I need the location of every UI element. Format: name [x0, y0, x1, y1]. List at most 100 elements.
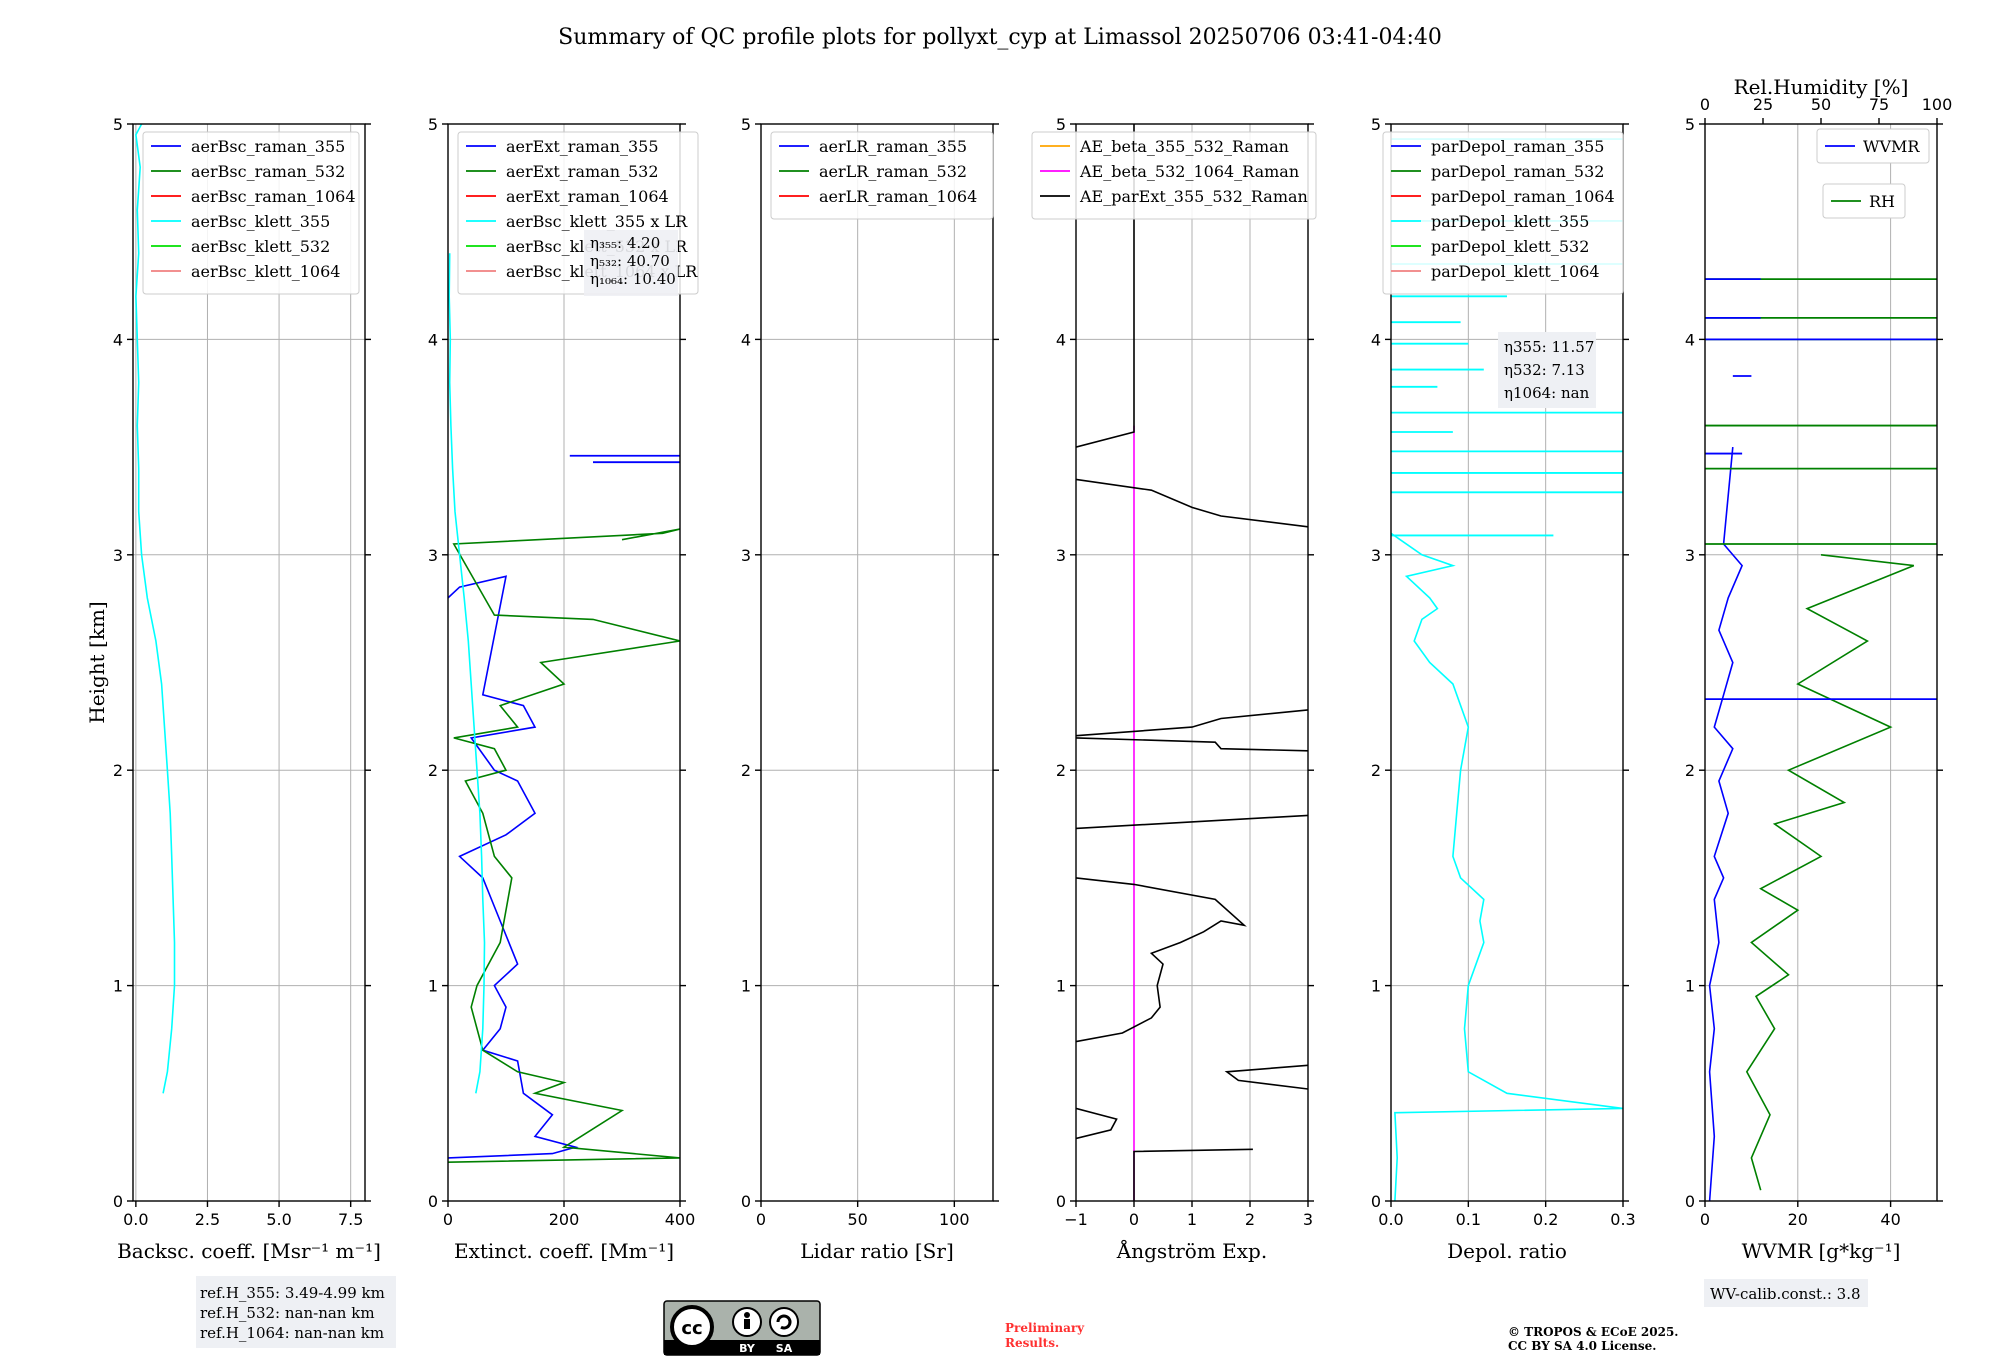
cc-license-logo: cc BY SA — [663, 1300, 821, 1356]
x-tick-label: 2 — [1245, 1210, 1255, 1229]
axes-frame — [132, 123, 366, 1202]
y-tick-label: 3 — [1685, 546, 1695, 565]
x-tick-label: 50 — [847, 1210, 867, 1229]
eta-1064: η1064: nan — [1504, 384, 1590, 402]
legend-entry: parDepol_klett_532 — [1431, 237, 1589, 256]
legend-entry: aerLR_raman_355 — [819, 137, 967, 156]
refh-box-bg — [196, 1276, 396, 1348]
y-tick-label: 5 — [113, 115, 123, 134]
preliminary-label-2: Results. — [1005, 1336, 1059, 1350]
x-tick-label: 0.1 — [1456, 1210, 1481, 1229]
series-AE_parExt_355_532_Raman — [1076, 709, 1308, 737]
eta-box-bg — [1498, 332, 1596, 408]
y-tick-label: 1 — [113, 977, 123, 996]
eta-355: η355: 11.57 — [1504, 338, 1594, 356]
panel-backscatter: 0.0 2.5 5.0 7.5 0 1 2 3 4 5 Backsc. coeff. [Msr⁻¹ … — [85, 115, 381, 1263]
legend-entry: parDepol_raman_1064 — [1431, 187, 1615, 206]
legend-entry: aerBsc_raman_1064 — [191, 187, 356, 206]
x-tick-label: 0 — [443, 1210, 453, 1229]
y-tick-label: 5 — [428, 115, 438, 134]
x-tick-label: 0 — [1700, 1210, 1710, 1229]
legend-entry: aerBsc_raman_355 — [191, 137, 345, 156]
y-tick-label: 1 — [1371, 977, 1381, 996]
series-AE_parExt_355_532_Raman — [1076, 814, 1308, 830]
y-tick-label: 4 — [113, 330, 123, 349]
series-AE_parExt_355_532_Raman — [1133, 1148, 1253, 1201]
preliminary-label-1: Preliminary — [1005, 1321, 1085, 1335]
x-axis-label: Backsc. coeff. [Msr⁻¹ m⁻¹] — [117, 1239, 381, 1263]
y-tick-label: 0 — [741, 1192, 751, 1211]
legend-entry: aerLR_raman_1064 — [819, 187, 977, 206]
series-AE_parExt_355_532_Raman — [1076, 478, 1308, 528]
x-tick-label: 20 — [1788, 1210, 1808, 1229]
x-tick-label: 200 — [549, 1210, 580, 1229]
y-tick-label: 2 — [113, 761, 123, 780]
series-parDepol_klett_355 — [1391, 532, 1623, 1201]
copyright-line-1: © TROPOS & ECoE 2025. — [1508, 1325, 1678, 1339]
y-tick-label: 3 — [113, 546, 123, 565]
series-aerExt_raman_355 — [448, 575, 579, 1159]
y-tick-label: 1 — [428, 977, 438, 996]
x-axis-label: WVMR [g*kg⁻¹] — [1742, 1239, 1901, 1263]
legend: parDepol_raman_355 parDepol_raman_532 parD… — [1382, 131, 1624, 295]
legend-entry: aerExt_raman_355 — [506, 137, 659, 156]
x-axis-label: Depol. ratio — [1447, 1239, 1567, 1263]
series-aerExt_raman_532 — [448, 528, 680, 1163]
x2-axis-label: Rel.Humidity [%] — [1734, 75, 1909, 99]
legend: aerLR_raman_355 aerLR_raman_532 aerLR_rama… — [770, 131, 994, 220]
legend-box — [1031, 131, 1317, 220]
legend-entry: AE_beta_532_1064_Raman — [1079, 162, 1299, 181]
wv-calib-box: WV-calib.const.: 3.8 — [1704, 1279, 1868, 1307]
legend-entry: aerBsc_klett_355 x LR — [506, 212, 688, 231]
y-tick-label: 1 — [741, 977, 751, 996]
refh-1064: ref.H_1064: nan-nan km — [200, 1324, 384, 1342]
x-tick-label: 100 — [939, 1210, 970, 1229]
y-tick-label: 0 — [113, 1192, 123, 1211]
y-tick-label: 5 — [1056, 115, 1066, 134]
legend-entry: parDepol_klett_1064 — [1431, 262, 1600, 281]
series-AE_parExt_355_532_Raman — [1076, 877, 1247, 1043]
legend-entry: aerExt_raman_532 — [506, 162, 659, 181]
x2-tick-label: 50 — [1811, 95, 1831, 114]
x-tick-label: 0 — [1129, 1210, 1139, 1229]
cc-by-label: BY — [739, 1342, 756, 1355]
x-tick-label: 1 — [1187, 1210, 1197, 1229]
y-tick-label: 4 — [1685, 330, 1695, 349]
y-tick-label: 5 — [1685, 115, 1695, 134]
series-AE_parExt_355_532_Raman — [1076, 737, 1308, 752]
legend-entry: AE_parExt_355_532_Raman — [1079, 187, 1308, 206]
eta-text: η₃₅₅: 4.20 — [590, 234, 660, 252]
wv-calib-bg — [1704, 1279, 1868, 1307]
eta-text: η₁₀₆₄: 10.40 — [590, 270, 676, 288]
legend-entry: aerBsc_klett_532 — [191, 237, 330, 256]
depol-eta-annotation: η355: 11.57 η532: 7.13 η1064: nan — [1498, 332, 1596, 408]
x-tick-label: 3 — [1303, 1210, 1313, 1229]
panel-lidar_ratio: 0 50 100 0 1 2 3 4 5 Lidar ratio [Sr] aerLR_raman_… — [741, 115, 999, 1263]
y-tick-label: 0 — [1685, 1192, 1695, 1211]
refh-355: ref.H_355: 3.49-4.99 km — [200, 1284, 385, 1302]
legend-entry: parDepol_raman_355 — [1431, 137, 1604, 156]
legend-box — [1822, 183, 1906, 219]
y-tick-label: 2 — [1685, 761, 1695, 780]
profile-panels: 0.0 2.5 5.0 7.5 0 1 2 3 4 5 Backsc. coeff. [Msr⁻¹ … — [85, 75, 1952, 1263]
y-axis-label: Height [km] — [85, 601, 109, 723]
x-tick-label: 0 — [756, 1210, 766, 1229]
y-tick-label: 4 — [741, 330, 751, 349]
legend-wvmr: WVMR — [1816, 128, 1930, 164]
x-tick-label: 5.0 — [266, 1210, 291, 1229]
sa-share-icon — [769, 1307, 799, 1337]
data-layer — [448, 253, 680, 1163]
x2-tick-label: 0 — [1700, 95, 1710, 114]
figure-title: Summary of QC profile plots for pollyxt_… — [558, 25, 1442, 50]
y-tick-label: 4 — [1056, 330, 1066, 349]
data-layer — [1705, 278, 1937, 1201]
legend-entry: aerLR_raman_532 — [819, 162, 967, 181]
legend-box — [1382, 131, 1624, 295]
y-tick-label: 3 — [1056, 546, 1066, 565]
y-tick-label: 2 — [741, 761, 751, 780]
x-tick-label: 0.3 — [1610, 1210, 1635, 1229]
y-tick-label: 3 — [1371, 546, 1381, 565]
refh-box: ref.H_355: 3.49-4.99 km ref.H_532: nan-n… — [196, 1276, 396, 1348]
cc-sa-label: SA — [776, 1342, 793, 1355]
